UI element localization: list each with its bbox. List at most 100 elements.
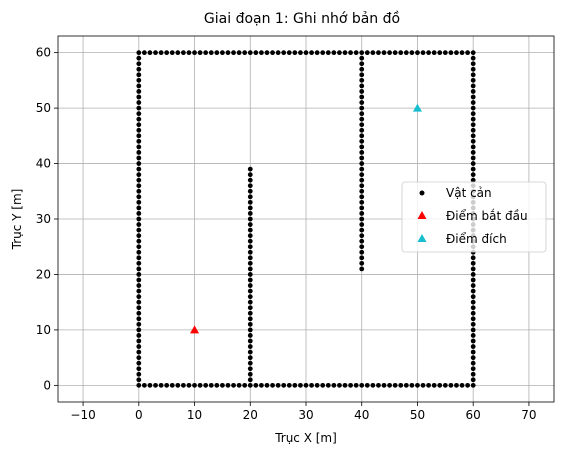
obstacle-point [359,233,365,239]
obstacle-point [270,382,275,388]
obstacle-point [247,360,253,366]
y-tick-label: 50 [36,101,51,115]
obstacle-point [359,211,365,216]
obstacle-point [247,50,253,56]
obstacle-point [169,382,175,388]
obstacle-point [180,382,186,388]
obstacle-point [220,50,225,56]
obstacle-point [136,83,142,89]
obstacle-point [359,183,365,189]
obstacle-point [470,260,476,266]
obstacle-point [225,382,231,388]
obstacle-point [470,327,476,333]
obstacle-point [359,122,365,128]
obstacle-point [136,283,142,288]
obstacle-point [392,50,398,56]
x-tick-label: 30 [298,408,313,422]
obstacle-point [247,288,253,294]
obstacle-point [247,272,253,277]
obstacle-point [387,382,392,388]
obstacle-point [186,382,192,388]
obstacle-point [470,172,476,178]
obstacle-point [136,222,142,227]
obstacle-point [247,377,253,383]
obstacle-point [242,50,248,56]
obstacle-point [259,382,264,388]
obstacle-point [448,382,454,388]
legend-goal-marker [417,234,427,242]
y-tick-label: 30 [36,212,51,226]
obstacle-point [470,294,476,300]
obstacle-point [136,211,142,216]
obstacle-point [325,382,331,388]
obstacle-point [359,55,365,61]
obstacle-point [309,50,314,56]
obstacle-point [197,50,203,56]
obstacle-point [247,172,253,178]
obstacle-point [136,205,142,211]
obstacle-point [136,266,142,272]
goal-point [412,103,422,112]
obstacle-point [342,382,348,388]
obstacle-point [153,50,158,56]
obstacle-point [136,272,142,277]
obstacle-point [247,244,253,250]
obstacle-point [415,382,420,388]
obstacle-point [470,283,476,288]
obstacle-point [158,382,164,388]
legend-obstacle-marker [419,190,425,196]
obstacle-point [186,50,192,56]
obstacle-point [247,222,253,227]
obstacle-point [359,94,365,100]
obstacle-point [136,183,142,189]
obstacle-point [431,382,437,388]
obstacle-point [359,266,365,272]
obstacle-point [426,50,432,56]
obstacle-point [259,50,264,56]
obstacle-point [136,255,142,261]
obstacle-series [136,50,476,388]
obstacle-point [236,382,242,388]
obstacle-point [247,211,253,216]
obstacle-point [470,150,476,155]
y-tick-label: 10 [36,323,51,337]
obstacle-point [275,50,281,56]
y-tick-label: 40 [36,157,51,171]
obstacle-point [298,50,303,56]
obstacle-point [136,305,142,311]
obstacle-point [247,188,253,194]
obstacle-point [465,50,471,56]
obstacle-point [136,371,142,377]
obstacle-point [136,299,142,305]
obstacle-point [359,116,365,122]
obstacle-point [470,61,476,67]
obstacle-point [470,371,476,377]
obstacle-point [136,310,142,316]
obstacle-point [470,355,476,361]
obstacle-point [136,89,142,94]
obstacle-point [370,382,376,388]
obstacle-point [136,194,142,200]
obstacle-point [247,349,253,355]
obstacle-point [398,382,404,388]
obstacle-point [359,205,365,211]
obstacle-point [359,227,365,233]
obstacle-point [353,382,359,388]
ticks: −10 0 10 20 30 40 50 60 70 0 10 20 30 40 50 60 [36,46,537,422]
obstacle-point [136,188,142,194]
obstacle-point [381,50,387,56]
start-point [190,325,200,334]
obstacle-point [470,105,476,111]
obstacle-point [247,199,253,205]
obstacle-point [247,177,253,183]
obstacle-point [136,161,142,166]
obstacle-point [470,288,476,294]
obstacle-point [247,382,253,388]
obstacle-point [470,316,476,322]
obstacle-point [136,150,142,155]
obstacle-point [136,288,142,294]
obstacle-point [359,66,365,72]
obstacle-point [442,382,448,388]
obstacle-point [214,382,220,388]
obstacle-point [359,127,365,133]
